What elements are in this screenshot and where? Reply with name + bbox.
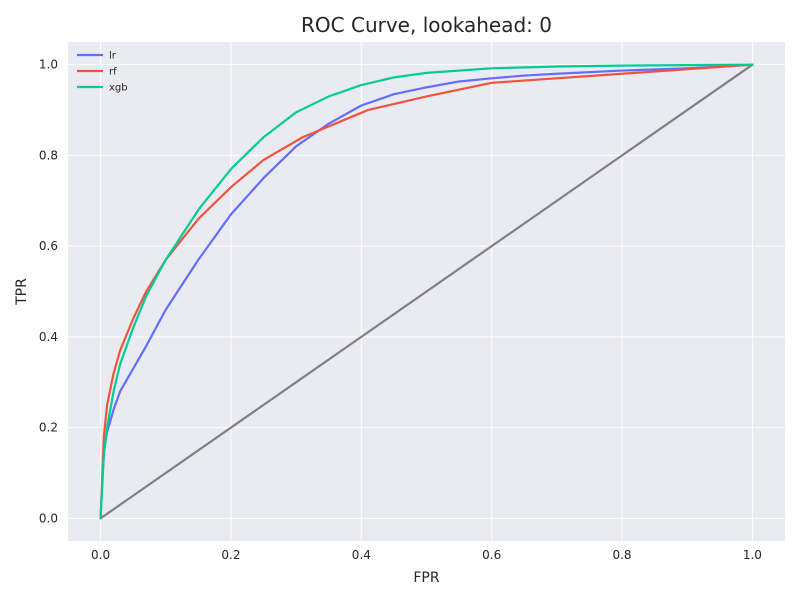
y-tick-label: 1.0 (39, 58, 58, 72)
y-tick-label: 0.2 (39, 421, 58, 435)
x-tick-label: 0.2 (221, 548, 240, 562)
legend-label-lr: lr (109, 51, 117, 62)
x-tick-label: 1.0 (743, 548, 762, 562)
x-axis-ticks: 0.0 0.2 0.4 0.6 0.8 1.0 (91, 548, 762, 562)
x-tick-label: 0.0 (91, 548, 110, 562)
y-tick-label: 0.4 (39, 330, 58, 344)
y-axis-ticks: 0.0 0.2 0.4 0.6 0.8 1.0 (39, 58, 58, 526)
legend: lr rf xgb (77, 51, 128, 94)
y-axis-label: TPR (14, 278, 30, 306)
legend-label-rf: rf (109, 67, 117, 78)
y-tick-label: 0.6 (39, 239, 58, 253)
legend-label-xgb: xgb (109, 83, 128, 94)
x-axis-label: FPR (413, 570, 439, 586)
y-tick-label: 0.8 (39, 148, 58, 162)
x-tick-label: 0.4 (352, 548, 371, 562)
series-line-diagonal (99, 63, 754, 520)
y-tick-label: 0.0 (39, 511, 58, 525)
grid (68, 42, 785, 541)
series-layer (99, 63, 754, 520)
chart-title: ROC Curve, lookahead: 0 (301, 13, 552, 37)
x-tick-label: 0.6 (482, 548, 501, 562)
series-line-xgb (99, 63, 754, 520)
x-tick-label: 0.8 (612, 548, 631, 562)
series-line-lr (99, 63, 754, 520)
series-line-rf (99, 63, 754, 520)
